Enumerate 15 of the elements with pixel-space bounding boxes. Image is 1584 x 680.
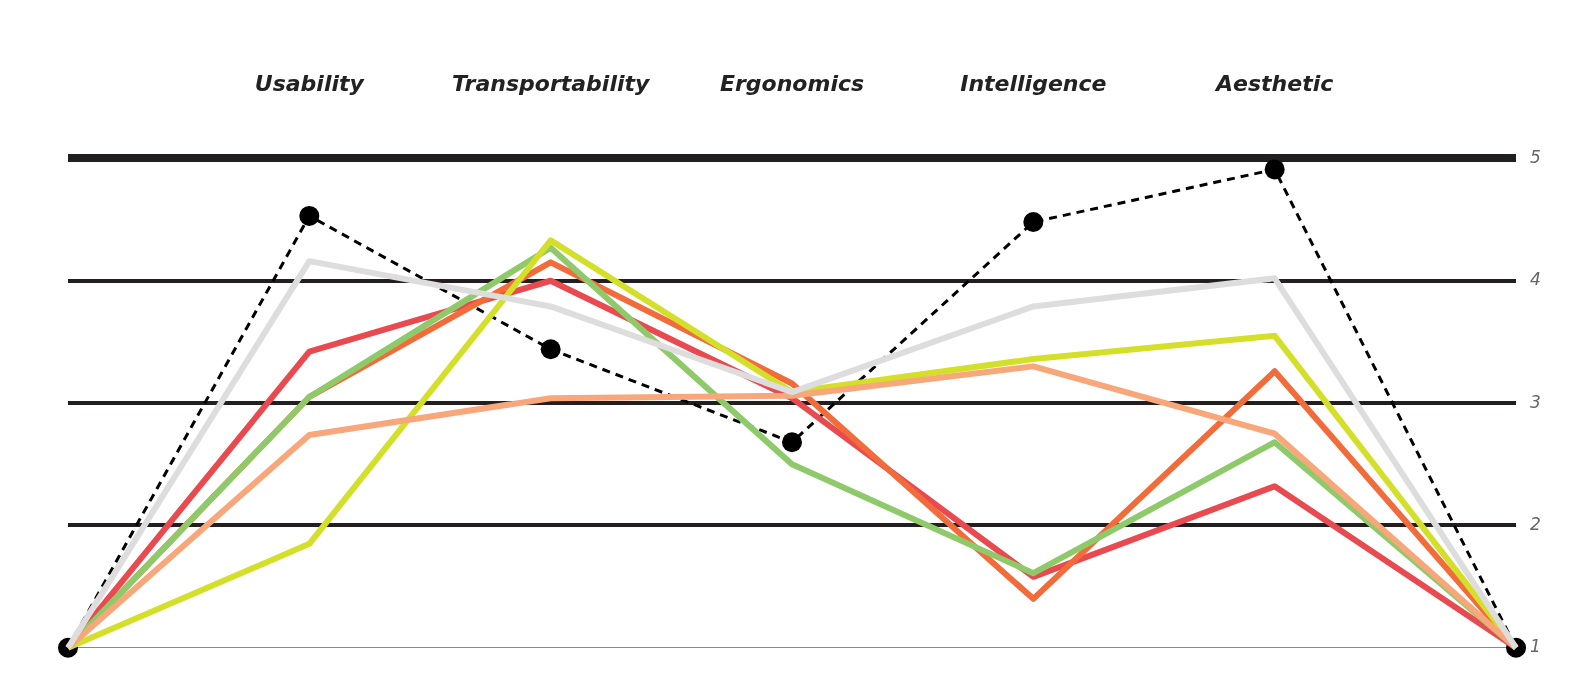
y-tick-label: 2	[1530, 513, 1541, 534]
x-tick-label: Aesthetic	[1214, 70, 1334, 96]
point	[1264, 159, 1285, 180]
point	[299, 205, 320, 226]
y-tick-label: 5	[1530, 146, 1541, 167]
point	[540, 339, 561, 360]
y-tick-label: 4	[1530, 269, 1541, 290]
y-tick-label: 1	[1530, 636, 1541, 657]
x-tick-label: Usability	[254, 70, 366, 96]
point	[1023, 212, 1044, 233]
y-tick-label: 3	[1530, 391, 1541, 412]
point	[782, 432, 802, 453]
x-tick-label: Intelligence	[960, 70, 1107, 96]
x-tick-label: Transportability	[451, 70, 651, 96]
x-tick-label: Ergonomics	[719, 70, 865, 96]
